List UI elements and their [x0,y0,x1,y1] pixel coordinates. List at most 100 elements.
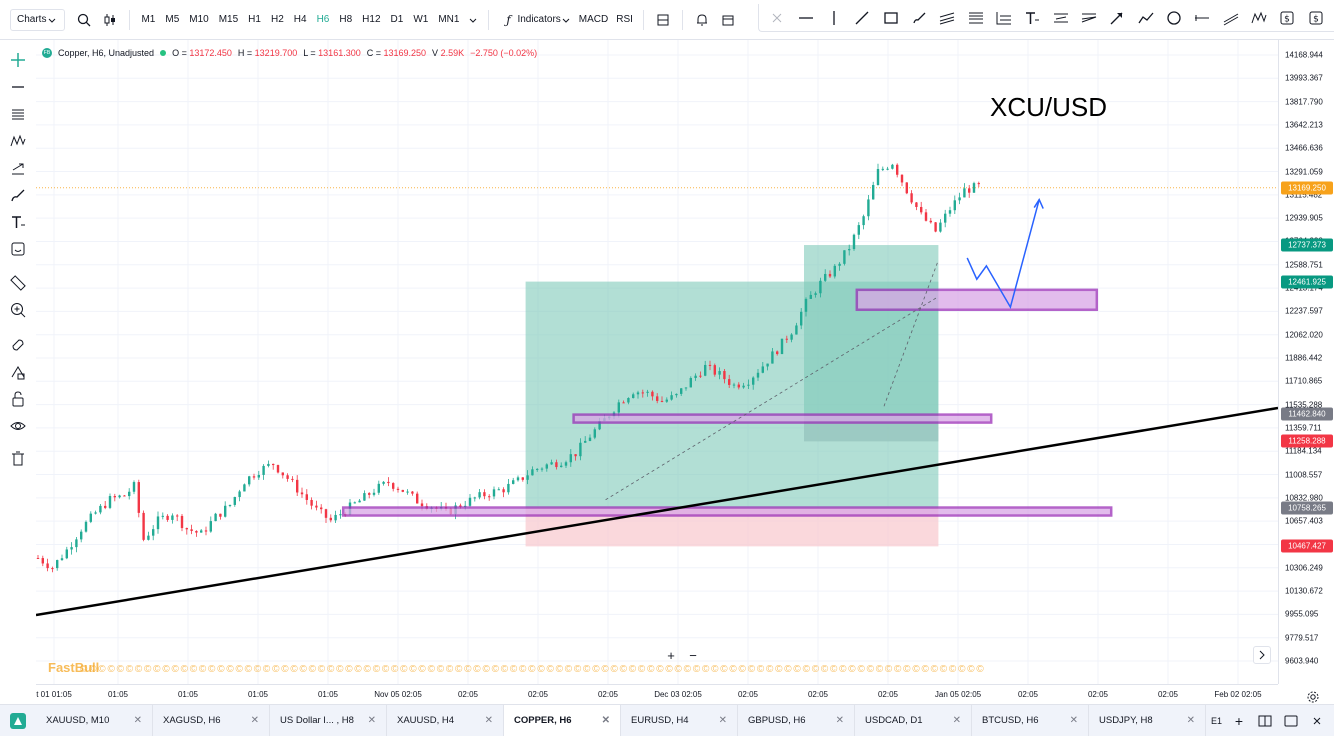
close-tab-icon[interactable]: ✕ [484,715,493,726]
circle-icon[interactable] [1163,7,1185,29]
zoom-plus-icon[interactable]: + [667,647,675,663]
price-tag[interactable]: 13169.250 [1281,181,1333,195]
timeframe-h6[interactable]: H6 [316,14,330,25]
crosshair-icon[interactable] [7,49,29,71]
close-tab-icon[interactable]: ✕ [601,715,610,726]
chart-tab[interactable]: XAGUSD, H6 ✕ [153,704,270,736]
layout-button[interactable] [650,8,676,32]
chart-annotation-title[interactable]: XCU/USD [990,92,1108,122]
fib-retracement-icon[interactable] [965,7,987,29]
pin-icon[interactable] [1308,712,1326,730]
alert-button[interactable] [689,8,715,32]
chart-tab[interactable]: GBPUSD, H6 ✕ [738,704,855,736]
charts-dropdown[interactable]: Charts [10,8,66,31]
timeframe-m15[interactable]: M15 [218,14,239,25]
chart-tab[interactable]: XAUUSD, M10 ✕ [36,704,153,736]
price-tag[interactable]: 10758.265 [1281,501,1333,515]
price-tag[interactable]: 11258.288 [1281,434,1333,448]
timeframe-h4[interactable]: H4 [293,14,307,25]
timeframe-m5[interactable]: M5 [165,14,180,25]
ruler-icon[interactable] [7,272,29,294]
close-tab-icon[interactable]: ✕ [1186,715,1195,726]
price-tag[interactable]: 12461.925 [1281,275,1333,289]
chart-tab[interactable]: EURUSD, H4 ✕ [621,704,738,736]
tab-overflow-label[interactable]: E1 [1210,715,1222,726]
arrow-icon[interactable] [1106,7,1128,29]
add-tab-icon[interactable]: + [1234,712,1244,729]
timeframe-w1[interactable]: W1 [413,14,429,25]
ray-icon[interactable] [1191,7,1213,29]
layout-split-icon[interactable] [1256,712,1274,730]
horizontal-line-icon[interactable] [795,7,817,29]
close-tab-icon[interactable]: ✕ [952,715,961,726]
redo-icon[interactable] [766,7,788,29]
path-icon[interactable] [1135,7,1157,29]
fullscreen-icon[interactable] [1282,712,1300,730]
rectangle-icon[interactable] [880,7,902,29]
money-icon[interactable]: $ [1276,7,1298,29]
close-tab-icon[interactable]: ✕ [1069,715,1078,726]
calendar-button[interactable] [715,8,741,32]
close-tab-icon[interactable]: ✕ [250,715,259,726]
scroll-to-realtime-button[interactable] [1253,646,1271,664]
close-tab-icon[interactable]: ✕ [367,715,376,726]
price-tag[interactable]: 12737.373 [1281,238,1333,252]
search-button[interactable] [71,8,97,32]
timeframe-m1[interactable]: M1 [141,14,156,25]
macd-button[interactable]: MACD [578,14,609,25]
timeframe-mn1[interactable]: MN1 [438,14,460,25]
trash-icon[interactable] [7,447,29,469]
brush-icon[interactable] [7,184,29,206]
lock-drawing-icon[interactable] [7,361,29,383]
chart-tab[interactable]: XAUUSD, H4 ✕ [387,704,504,736]
text-icon[interactable] [7,211,29,233]
rsi-button[interactable]: RSI [616,14,633,25]
emoji-icon[interactable] [7,238,29,260]
price-tag[interactable]: 10467.427 [1281,539,1333,553]
gear-icon[interactable] [1304,688,1322,706]
timeframe-m10[interactable]: M10 [189,14,209,25]
timeframe-h12[interactable]: H12 [362,14,381,25]
zoom-in-icon[interactable] [7,299,29,321]
close-tab-icon[interactable]: ✕ [133,715,142,726]
price-range-icon[interactable] [1050,7,1072,29]
fib-extension-icon[interactable] [993,7,1015,29]
timeframe-h1[interactable]: H1 [248,14,261,25]
pitchfork-icon[interactable] [1220,7,1242,29]
chart-tab[interactable]: COPPER, H6 ✕ [504,704,621,736]
horizontal-line-icon[interactable] [7,76,29,98]
indicators-button[interactable]: ƒ Indicators [495,8,574,32]
trend-line-icon[interactable] [851,7,873,29]
date-range-icon[interactable] [1078,7,1100,29]
pattern-icon[interactable] [1248,7,1270,29]
fib-retracement-icon[interactable] [7,103,29,125]
timeframe-more-button[interactable] [464,8,482,32]
eye-icon[interactable] [7,415,29,437]
timeframe-h8[interactable]: H8 [339,14,353,25]
text-icon[interactable] [1021,7,1043,29]
time-axis[interactable]: t 01 01:05 01:05 01:05 01:05 01:05 Nov 05 02:… [36,684,1278,704]
timeframe-d1[interactable]: D1 [390,14,404,25]
parallel-channel-icon[interactable] [936,7,958,29]
zoom-minus-icon[interactable]: − [689,647,697,663]
unlock-icon[interactable] [7,388,29,410]
chart-tab[interactable]: BTCUSD, H6 ✕ [972,704,1089,736]
chart-tab[interactable]: USDJPY, H8 ✕ [1089,704,1206,736]
vertical-line-icon[interactable] [823,7,845,29]
chart-type-button[interactable] [97,8,123,32]
pattern-icon[interactable] [7,130,29,152]
chart-tab[interactable]: USDCAD, D1 ✕ [855,704,972,736]
brush-icon[interactable] [908,7,930,29]
magnet-icon[interactable] [7,334,29,356]
app-logo[interactable] [0,712,36,730]
close-tab-icon[interactable]: ✕ [718,715,727,726]
money-alt-icon[interactable]: $ [1305,7,1327,29]
price-axis[interactable]: 14168.944 13993.367 13817.790 13642.213 1346… [1278,40,1334,684]
price-tag[interactable]: 11462.840 [1281,407,1333,421]
forecast-icon[interactable] [7,157,29,179]
price-chart[interactable] [36,40,1278,684]
symbol-label[interactable]: Copper, H6, Unadjusted [58,48,155,58]
timeframe-h2[interactable]: H2 [270,14,284,25]
close-tab-icon[interactable]: ✕ [835,715,844,726]
chart-tab[interactable]: US Dollar I... , H8 ✕ [270,704,387,736]
